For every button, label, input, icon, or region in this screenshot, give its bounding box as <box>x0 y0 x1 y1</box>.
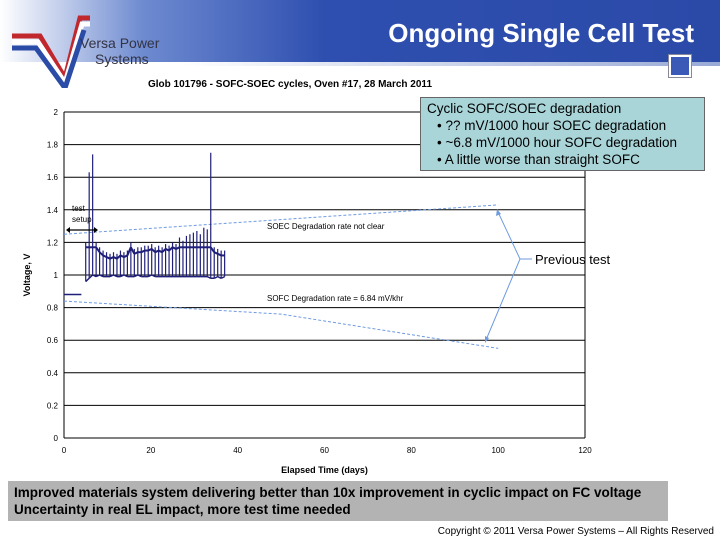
arrowhead-icon <box>66 227 98 233</box>
trend-line <box>63 300 499 349</box>
sofc-segment <box>147 274 153 278</box>
y-tick-label: 1.8 <box>47 141 59 150</box>
chart-title: Glob 101796 - SOFC-SOEC cycles, Oven #17… <box>147 79 433 90</box>
x-axis-label: Elapsed Time (days) <box>281 465 368 475</box>
x-tick-label: 80 <box>407 446 416 455</box>
pointer-line <box>497 211 532 260</box>
sofc-segment <box>88 274 94 279</box>
summary-line: Improved materials system delivering bet… <box>14 485 642 500</box>
sofc-segment <box>213 275 219 279</box>
sofc-segment <box>109 274 114 278</box>
note-bullet: ~6.8 mV/1000 hour SOFC degradation <box>437 134 698 151</box>
x-tick-label: 20 <box>146 446 155 455</box>
y-tick-label: 0.6 <box>47 336 59 345</box>
voltage-chart: 00.20.40.60.811.21.41.61.820 20 40 60 80 100 1… <box>22 108 611 475</box>
y-tick-label: 1 <box>54 271 59 280</box>
x-tick-label: 0 <box>62 446 67 455</box>
y-tick-label: 2 <box>54 108 59 117</box>
previous-test-label: Previous test <box>535 252 611 267</box>
logo-text: Versa Power <box>80 35 160 51</box>
sofc-segment <box>220 275 225 279</box>
note-bullet: A little worse than straight SOFC <box>437 151 698 168</box>
versa-logo-icon <box>12 15 90 88</box>
x-tick-label: 40 <box>233 446 242 455</box>
copyright: Copyright © 2011 Versa Power Systems – A… <box>437 526 714 537</box>
y-tick-label: 0.2 <box>47 401 59 410</box>
sofc-segment <box>134 274 139 278</box>
trend-label: SOFC Degradation rate = 6.84 mV/khr <box>267 294 404 303</box>
header-strip <box>180 62 720 66</box>
x-tick-label: 100 <box>491 446 505 455</box>
summary-box: Improved materials system delivering bet… <box>8 481 668 521</box>
note-bullet: ?? mV/1000 hour SOEC degradation <box>437 117 698 134</box>
sofc-segment <box>120 274 125 278</box>
trend-line <box>63 204 499 235</box>
header-banner <box>0 0 720 62</box>
x-tick-label: 120 <box>578 446 592 455</box>
note-title: Cyclic SOFC/SOEC degradation <box>427 101 622 116</box>
y-tick-label: 1.6 <box>47 173 59 182</box>
y-tick-label: 0 <box>54 434 59 443</box>
sofc-segment <box>95 274 100 278</box>
slide-title: Ongoing Single Cell Test <box>388 18 694 48</box>
y-axis-label: Voltage, V <box>22 254 32 297</box>
x-tick-label: 60 <box>320 446 329 455</box>
test-setup-label: test <box>72 204 86 213</box>
y-tick-label: 1.2 <box>47 238 59 247</box>
trend-label: SOEC Degradation rate not clear <box>267 222 385 231</box>
note-box: Cyclic SOFC/SOEC degradation ?? mV/1000 … <box>420 97 705 171</box>
decorative-square <box>668 54 692 78</box>
y-tick-label: 1.4 <box>47 206 59 215</box>
summary-line: Uncertainty in real EL impact, more test… <box>14 502 351 517</box>
y-tick-label: 0.8 <box>47 304 59 313</box>
test-setup-label: setup <box>72 215 92 224</box>
y-tick-label: 0.4 <box>47 369 59 378</box>
pointer-line <box>485 258 521 341</box>
logo-text: Systems <box>95 51 149 67</box>
sofc-segment <box>85 277 90 283</box>
